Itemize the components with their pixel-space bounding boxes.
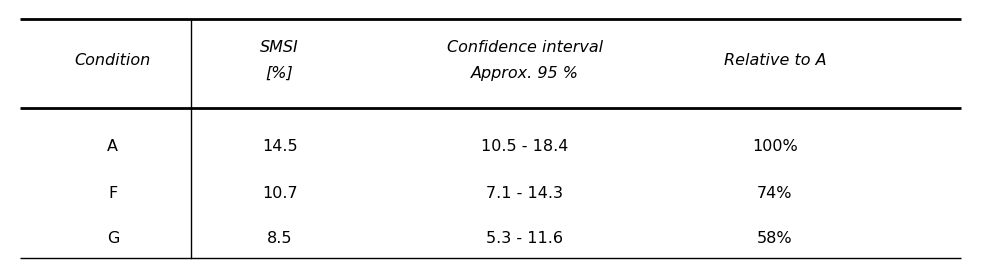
Text: SMSI: SMSI xyxy=(260,40,299,55)
Text: [%]: [%] xyxy=(266,66,293,81)
Text: Condition: Condition xyxy=(75,53,151,68)
Text: 10.7: 10.7 xyxy=(262,186,297,201)
Text: Relative to A: Relative to A xyxy=(724,53,826,68)
Text: 10.5 - 18.4: 10.5 - 18.4 xyxy=(481,139,569,154)
Text: 14.5: 14.5 xyxy=(262,139,297,154)
Text: A: A xyxy=(107,139,119,154)
Text: 7.1 - 14.3: 7.1 - 14.3 xyxy=(487,186,563,201)
Text: Confidence interval: Confidence interval xyxy=(446,40,603,55)
Text: 58%: 58% xyxy=(757,231,793,246)
Text: Approx. 95 %: Approx. 95 % xyxy=(471,66,579,81)
Text: 8.5: 8.5 xyxy=(267,231,292,246)
Text: 100%: 100% xyxy=(752,139,798,154)
Text: 74%: 74% xyxy=(757,186,793,201)
Text: 5.3 - 11.6: 5.3 - 11.6 xyxy=(487,231,563,246)
Text: F: F xyxy=(108,186,118,201)
Text: G: G xyxy=(107,231,119,246)
